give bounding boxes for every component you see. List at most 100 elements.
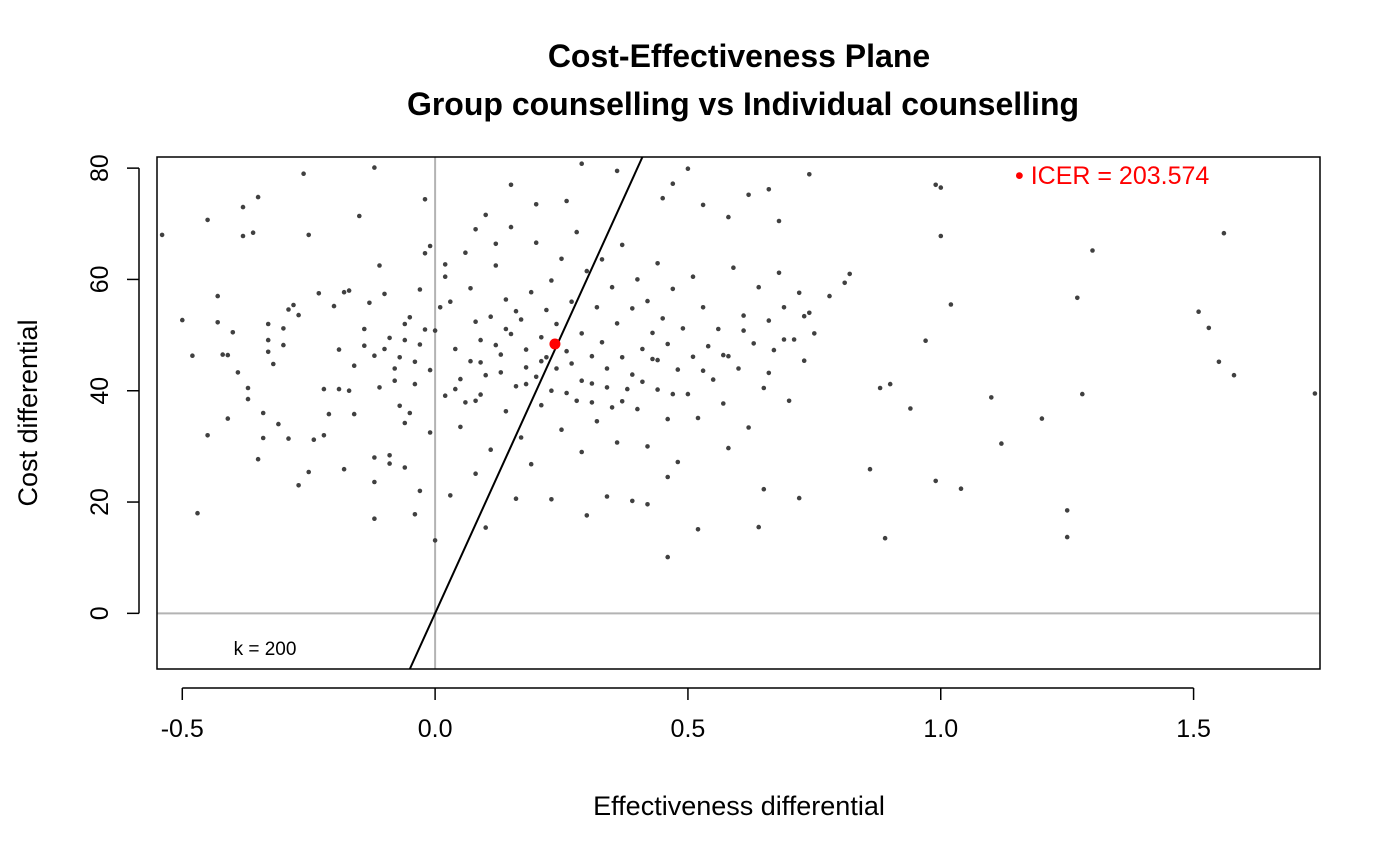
data-point xyxy=(958,486,964,492)
data-point xyxy=(265,321,271,327)
data-point xyxy=(539,358,544,364)
data-point xyxy=(544,355,549,360)
data-point xyxy=(235,370,241,375)
data-point xyxy=(286,307,291,312)
reference-lines xyxy=(157,157,1320,669)
data-point xyxy=(291,302,296,308)
data-point xyxy=(533,202,539,207)
data-point xyxy=(422,327,428,332)
data-point xyxy=(190,353,195,359)
data-point xyxy=(483,525,489,530)
data-point xyxy=(736,366,741,371)
x-tick-label: 0.5 xyxy=(671,715,706,743)
data-point xyxy=(498,352,504,357)
data-point xyxy=(513,496,519,502)
data-point xyxy=(1196,309,1201,315)
data-point xyxy=(220,352,225,357)
data-point xyxy=(417,488,423,494)
data-point xyxy=(513,308,519,314)
data-point xyxy=(493,241,499,247)
data-point xyxy=(786,398,792,404)
data-point xyxy=(402,337,408,343)
data-point xyxy=(670,181,676,186)
data-point xyxy=(260,435,266,441)
data-point xyxy=(655,387,660,392)
data-point xyxy=(362,343,367,349)
data-point xyxy=(1221,230,1227,236)
data-point xyxy=(741,328,746,333)
data-point xyxy=(351,411,357,417)
data-point xyxy=(690,354,696,360)
data-point xyxy=(609,284,615,290)
data-point xyxy=(660,316,665,321)
data-point xyxy=(614,168,620,174)
data-point xyxy=(549,497,554,502)
data-point xyxy=(726,214,731,220)
data-point xyxy=(867,466,873,472)
data-point xyxy=(776,270,782,276)
data-point xyxy=(523,381,529,387)
data-point xyxy=(387,335,392,341)
data-point xyxy=(761,385,767,391)
data-point xyxy=(721,401,726,406)
data-point xyxy=(341,466,347,472)
data-point xyxy=(533,374,539,380)
data-point xyxy=(180,317,185,323)
data-point xyxy=(523,365,529,370)
x-axis-label: Effectiveness differential xyxy=(593,791,885,821)
data-point xyxy=(1075,295,1080,301)
data-point xyxy=(604,385,610,390)
icer-point xyxy=(549,338,561,350)
data-point xyxy=(387,461,392,466)
data-point xyxy=(877,385,883,391)
data-point xyxy=(518,435,524,440)
data-point xyxy=(230,330,236,335)
data-point xyxy=(533,240,539,245)
data-point xyxy=(645,502,650,507)
data-point xyxy=(630,306,635,311)
data-point xyxy=(554,321,559,327)
data-point xyxy=(766,318,772,323)
data-point xyxy=(417,287,423,292)
data-point xyxy=(933,182,938,188)
data-point xyxy=(771,347,777,353)
data-point xyxy=(412,512,418,517)
chart-title: Cost-Effectiveness Plane xyxy=(548,38,930,74)
data-point xyxy=(539,402,544,408)
data-point xyxy=(458,424,463,430)
data-point xyxy=(690,274,696,280)
data-point xyxy=(306,469,312,475)
icer-annotation: • ICER = 203.574 xyxy=(1015,162,1209,190)
data-point xyxy=(488,447,494,453)
data-point xyxy=(306,232,312,238)
data-point xyxy=(609,405,615,410)
x-tick-label: 0.0 xyxy=(418,715,453,743)
data-point xyxy=(721,352,726,358)
data-point xyxy=(478,360,483,365)
data-point xyxy=(665,474,670,480)
data-point xyxy=(473,319,478,325)
x-tick-label: 1.5 xyxy=(1176,715,1211,743)
data-point xyxy=(685,391,691,397)
data-point xyxy=(670,286,676,292)
data-point xyxy=(1216,359,1222,365)
data-point xyxy=(665,341,670,347)
data-point xyxy=(326,411,332,417)
data-point xyxy=(680,326,686,331)
data-point xyxy=(412,381,418,387)
data-point xyxy=(311,437,317,443)
data-point xyxy=(483,372,489,378)
data-point xyxy=(407,410,413,416)
data-point xyxy=(503,297,509,302)
data-point xyxy=(498,370,504,375)
data-point xyxy=(599,340,605,345)
data-point xyxy=(296,483,301,488)
data-point xyxy=(316,291,322,296)
data-point xyxy=(468,358,473,364)
data-point xyxy=(908,406,913,411)
data-point xyxy=(584,268,590,274)
y-tick-label: 60 xyxy=(86,265,114,293)
data-point xyxy=(473,471,478,477)
data-point xyxy=(645,298,650,304)
data-point xyxy=(372,165,377,170)
